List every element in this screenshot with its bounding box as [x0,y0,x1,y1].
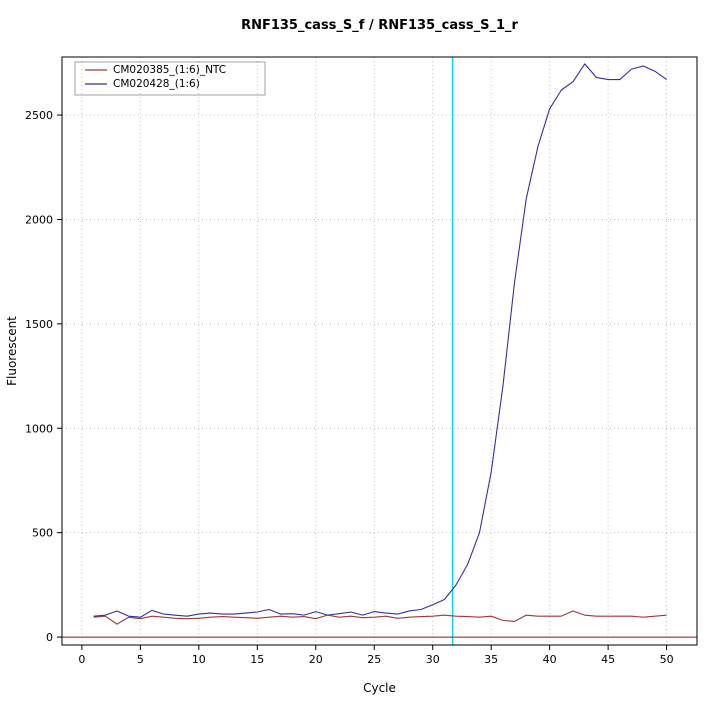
x-tick-label: 25 [367,653,381,666]
x-tick-label: 0 [78,653,85,666]
chart-title: RNF135_cass_S_f / RNF135_cass_S_1_r [241,18,518,33]
plot-frame [61,56,698,646]
x-tick-label: 45 [601,653,615,666]
legend-label: CM020385_(1:6)_NTC [113,64,226,76]
series-line-ntc [93,610,667,625]
x-tick-label: 40 [543,653,557,666]
x-tick-label: 10 [192,653,206,666]
x-axis-label: Cycle [363,681,396,695]
legend-label: CM020428_(1:6) [113,78,200,90]
series-line-sample [93,63,667,618]
y-tick-label: 2000 [25,213,53,226]
x-tick-label: 5 [137,653,144,666]
x-tick-label: 30 [426,653,440,666]
legend-box [74,61,266,96]
x-tick-label: 35 [484,653,498,666]
y-tick-label: 500 [32,527,53,540]
x-tick-label: 50 [660,653,674,666]
y-tick-label: 2500 [25,109,53,122]
y-tick-label: 1000 [25,422,53,435]
x-tick-label: 20 [309,653,323,666]
x-tick-label: 15 [250,653,264,666]
y-axis-label: Fluorescent [5,316,19,386]
y-tick-label: 0 [46,631,53,644]
y-tick-label: 1500 [25,318,53,331]
